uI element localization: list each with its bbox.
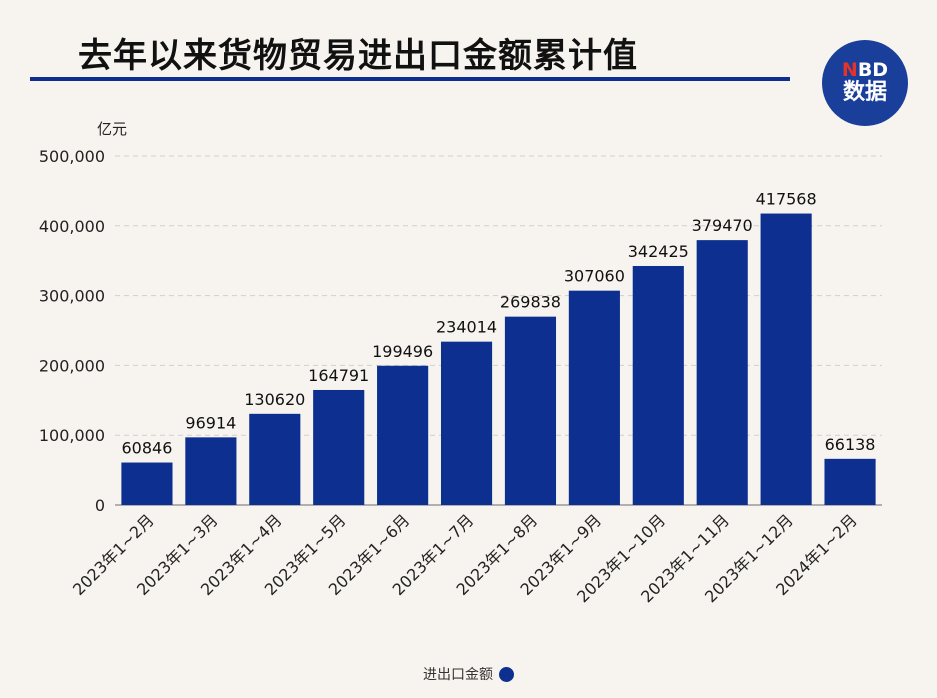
bar — [824, 458, 876, 505]
legend[interactable]: 进出口金额 — [0, 664, 937, 684]
logo-sub: 数据 — [842, 80, 887, 105]
data-label: 199496 — [372, 342, 433, 361]
bar — [696, 240, 748, 505]
chart-title: 去年以来货物贸易进出口金额累计值 — [78, 36, 638, 76]
data-label: 307060 — [564, 267, 625, 286]
bar — [440, 341, 493, 505]
bar — [632, 265, 684, 505]
y-axis-unit: 亿元 — [97, 120, 128, 138]
title-underline — [30, 77, 790, 81]
bar — [313, 389, 365, 505]
nbd-data-logo: NBD 数据 — [822, 40, 908, 126]
y-tick-label: 500,000 — [39, 147, 105, 166]
bar — [504, 316, 557, 505]
bar — [760, 213, 812, 505]
bar — [568, 290, 620, 505]
data-label: 60846 — [122, 439, 173, 458]
y-tick-label: 300,000 — [39, 287, 105, 306]
y-tick-label: 400,000 — [39, 217, 105, 236]
y-tick-label: 0 — [95, 496, 105, 515]
data-label: 234014 — [436, 318, 497, 337]
bar — [185, 437, 237, 505]
data-label: 379470 — [692, 216, 753, 235]
bar — [249, 413, 301, 505]
data-label: 269838 — [500, 293, 561, 312]
bar — [121, 462, 173, 505]
legend-label: 进出口金额 — [423, 667, 493, 683]
legend-marker-icon — [499, 666, 514, 682]
data-label: 66138 — [825, 435, 876, 454]
logo-brand: NBD — [841, 59, 889, 81]
data-label: 342425 — [628, 242, 689, 261]
bar — [377, 365, 429, 505]
y-tick-label: 200,000 — [39, 356, 105, 375]
data-label: 417568 — [756, 190, 817, 209]
data-label: 130620 — [244, 390, 305, 409]
data-label: 164791 — [308, 366, 369, 385]
y-tick-label: 100,000 — [39, 426, 105, 445]
data-label: 96914 — [185, 413, 236, 432]
